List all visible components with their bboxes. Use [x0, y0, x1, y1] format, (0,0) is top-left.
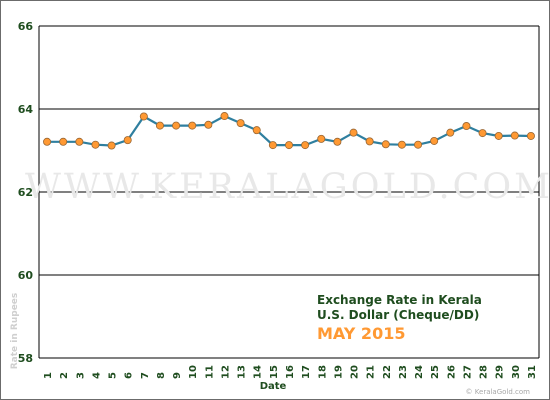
y-axis-label: Rate in Rupees [10, 293, 20, 370]
data-point [301, 141, 310, 150]
chart-subtitle: U.S. Dollar (Cheque/DD) [317, 308, 479, 322]
x-tick-label: 26 [446, 365, 457, 379]
data-point [236, 119, 245, 128]
data-point [252, 126, 261, 135]
data-point [494, 131, 503, 140]
x-tick-label: 24 [414, 365, 425, 379]
y-tick-label: 60 [18, 269, 34, 282]
y-tick-label: 66 [18, 20, 34, 33]
x-tick-label: 11 [204, 365, 215, 379]
data-point [123, 136, 132, 145]
data-point [333, 137, 342, 146]
x-axis-label: Date [260, 381, 287, 392]
data-point [430, 136, 439, 145]
y-tick-labels: 58 60 62 64 66 [18, 20, 34, 365]
x-tick-label: 7 [140, 372, 151, 379]
data-point [349, 128, 358, 137]
x-tick-label: 20 [350, 365, 361, 379]
data-point [204, 120, 213, 129]
x-tick-label: 13 [237, 365, 248, 379]
x-tick-label: 28 [479, 365, 490, 379]
data-point [317, 134, 326, 143]
watermark: WWW.KERALAGOLD.COM [25, 167, 549, 207]
x-tick-label: 15 [269, 365, 280, 379]
chart-title: Exchange Rate in Kerala [317, 293, 482, 307]
data-point [397, 140, 406, 149]
data-point [188, 121, 197, 130]
data-point [284, 141, 293, 150]
x-tick-label: 21 [366, 365, 377, 379]
x-tick-label: 1 [43, 372, 54, 379]
series-line [47, 114, 531, 147]
y-tick-label: 62 [18, 186, 33, 199]
data-point [91, 140, 100, 149]
x-tick-label: 27 [462, 365, 473, 379]
data-point [59, 137, 68, 146]
x-tick-label: 25 [430, 365, 441, 379]
data-point [365, 137, 374, 146]
x-tick-label: 29 [495, 365, 506, 379]
x-tick-label: 31 [527, 365, 538, 379]
x-tick-label: 4 [91, 372, 102, 379]
data-point [43, 137, 52, 146]
data-point [75, 137, 84, 146]
x-tick-label: 17 [301, 365, 312, 379]
data-point [107, 141, 116, 150]
x-tick-label: 6 [124, 372, 135, 379]
chart-period: MAY 2015 [317, 324, 405, 343]
plot-area [43, 112, 535, 150]
data-point [446, 128, 455, 137]
data-point [510, 131, 519, 140]
x-tick-label: 23 [398, 365, 409, 379]
data-point [220, 112, 229, 121]
x-tick-label: 30 [511, 365, 522, 379]
data-point [526, 131, 535, 140]
y-tick-label: 64 [18, 103, 34, 116]
data-point [381, 140, 390, 149]
x-tick-label: 10 [188, 365, 199, 379]
x-tick-label: 2 [59, 372, 70, 379]
x-tick-label: 19 [333, 365, 344, 379]
x-tick-label: 18 [317, 365, 328, 379]
x-tick-labels: 1 2 3 4 5 6 7 8 9 10 11 12 13 14 15 16 17 18 19 20 21 22 23 24 2… [43, 365, 538, 379]
x-tick-label: 5 [108, 372, 119, 379]
x-tick-label: 9 [172, 372, 183, 379]
data-point [462, 122, 471, 131]
data-point [414, 140, 423, 149]
grid-lines [38, 25, 540, 359]
x-tick-label: 12 [220, 365, 231, 379]
y-tick-label: 58 [18, 352, 33, 365]
x-tick-label: 14 [253, 365, 264, 379]
data-point [172, 121, 181, 130]
x-tick-label: 22 [382, 365, 393, 379]
data-point [155, 121, 164, 130]
data-point [478, 129, 487, 138]
x-tick-label: 3 [75, 372, 86, 379]
credit-text: © KeralaGold.com [466, 388, 531, 396]
x-tick-label: 16 [285, 365, 296, 379]
x-tick-label: 8 [156, 372, 167, 379]
data-point [139, 112, 148, 121]
data-point [268, 141, 277, 150]
